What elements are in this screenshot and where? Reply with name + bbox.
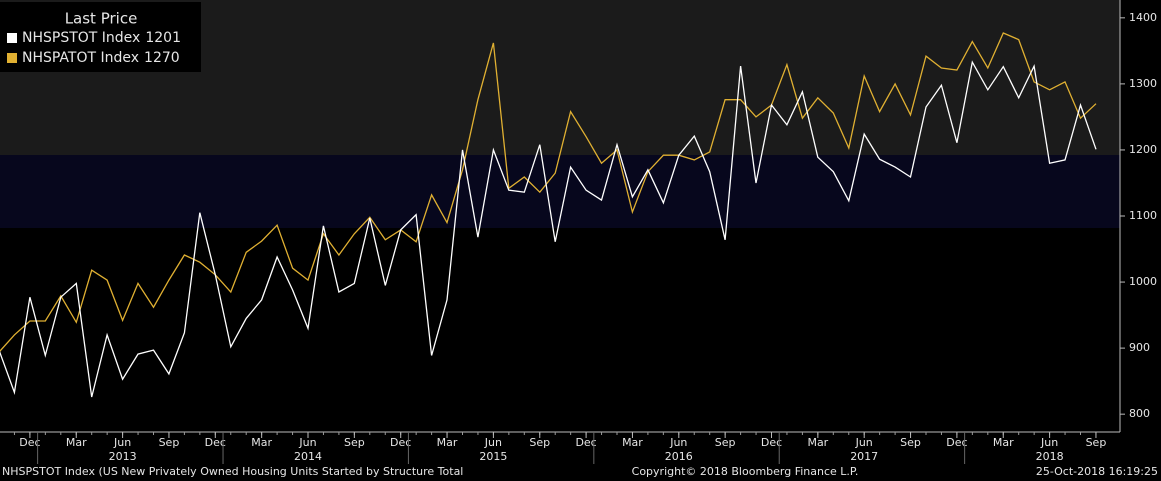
x-tick-label: Mar (66, 436, 87, 449)
y-tick-label: 900 (1129, 341, 1150, 354)
y-tick-label: 1000 (1129, 275, 1157, 288)
legend-swatch (7, 33, 17, 43)
footer-right: 25-Oct-2018 16:19:25 (1036, 465, 1158, 478)
x-year-label: 2015 (479, 450, 507, 463)
legend-entry: NHSPSTOT Index 1201 (22, 30, 181, 46)
x-tick-label: Sep (344, 436, 365, 449)
x-tick-label: Mar (622, 436, 643, 449)
x-tick-label: Jun (1040, 436, 1058, 449)
x-tick-label: Dec (761, 436, 782, 449)
legend-box (0, 2, 201, 72)
x-year-label: 2018 (1036, 450, 1064, 463)
x-tick-label: Dec (946, 436, 967, 449)
legend-entry: NHSPATOT Index 1270 (22, 50, 180, 66)
x-tick-label: Jun (298, 436, 316, 449)
x-tick-label: Sep (529, 436, 550, 449)
x-tick-label: Jun (669, 436, 687, 449)
x-tick-label: Dec (575, 436, 596, 449)
footer-left: NHSPSTOT Index (US New Privately Owned H… (2, 465, 463, 478)
legend-swatch (7, 53, 17, 63)
x-tick-label: Mar (437, 436, 458, 449)
x-tick-label: Sep (715, 436, 736, 449)
y-tick-label: 1300 (1129, 77, 1157, 90)
legend-name: NHSPATOT Index (22, 50, 139, 66)
x-tick-label: Mar (251, 436, 272, 449)
legend-last-value: 1270 (144, 50, 180, 66)
x-tick-label: Dec (390, 436, 411, 449)
y-tick-label: 1400 (1129, 11, 1157, 24)
x-tick-label: Jun (113, 436, 131, 449)
x-year-label: 2013 (109, 450, 137, 463)
series-line (0, 32, 1097, 352)
x-tick-label: Mar (807, 436, 828, 449)
x-tick-label: Sep (900, 436, 921, 449)
y-tick-label: 1200 (1129, 143, 1157, 156)
legend-name: NHSPSTOT Index (22, 30, 140, 46)
y-tick-label: 800 (1129, 407, 1150, 420)
x-tick-label: Sep (1086, 436, 1107, 449)
x-tick-label: Jun (855, 436, 873, 449)
x-tick-label: Jun (484, 436, 502, 449)
x-year-label: 2014 (294, 450, 322, 463)
legend-title: Last Price (65, 10, 138, 28)
x-tick-label: Mar (993, 436, 1014, 449)
x-tick-label: Dec (19, 436, 40, 449)
x-year-label: 2016 (665, 450, 693, 463)
x-tick-label: Dec (205, 436, 226, 449)
series-line (0, 60, 1097, 398)
y-tick-label: 1100 (1129, 209, 1157, 222)
footer-center: Copyright© 2018 Bloomberg Finance L.P. (632, 465, 859, 478)
x-year-label: 2017 (850, 450, 878, 463)
x-tick-label: Sep (159, 436, 180, 449)
legend-last-value: 1201 (145, 30, 181, 46)
